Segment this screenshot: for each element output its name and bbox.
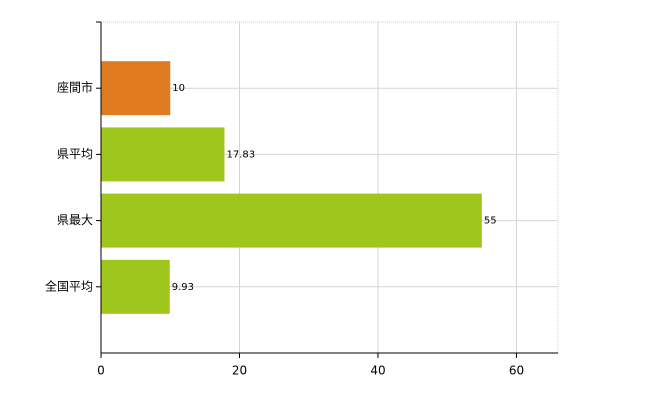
x-tick-label: 60 <box>509 364 524 378</box>
x-tick-label: 20 <box>232 364 247 378</box>
value-label: 9.93 <box>172 282 194 293</box>
y-tick-label: 座間市 <box>57 80 93 95</box>
value-label: 10 <box>172 83 185 94</box>
value-label: 55 <box>484 216 497 227</box>
x-tick-label: 0 <box>97 364 105 378</box>
y-tick-label: 県最大 <box>57 213 93 227</box>
bar <box>101 127 225 182</box>
bar <box>101 61 171 116</box>
bar <box>101 193 482 248</box>
value-label: 17.83 <box>226 149 255 160</box>
x-tick-label: 40 <box>370 364 385 378</box>
y-tick-label: 県平均 <box>57 147 93 161</box>
bar <box>101 259 170 314</box>
y-tick-label: 全国平均 <box>45 278 93 293</box>
